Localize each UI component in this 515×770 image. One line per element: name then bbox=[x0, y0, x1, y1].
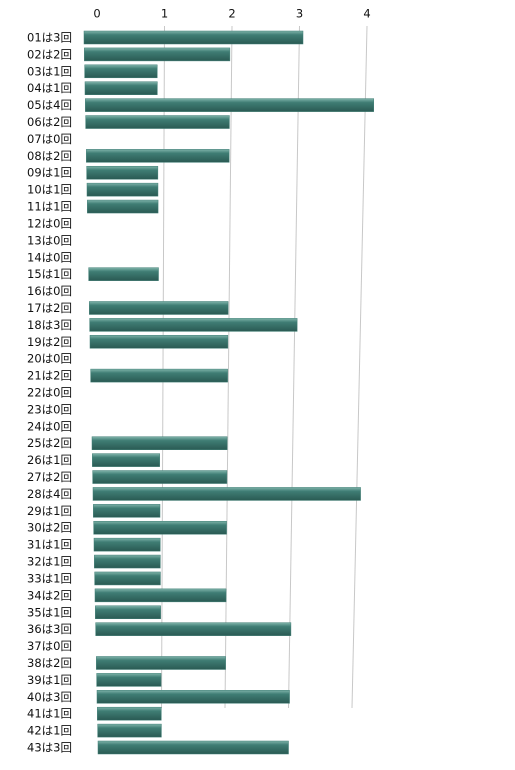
x-tick-label: 3 bbox=[296, 7, 303, 21]
y-tick-label: 11は1回 bbox=[27, 200, 72, 214]
y-tick-label: 38は2回 bbox=[27, 656, 72, 670]
bar bbox=[93, 504, 161, 518]
bar bbox=[91, 436, 228, 450]
y-tick-label: 25は2回 bbox=[27, 436, 72, 450]
y-tick-label: 15は1回 bbox=[27, 267, 72, 281]
bar bbox=[92, 487, 361, 501]
bar bbox=[97, 706, 162, 721]
bar bbox=[94, 588, 227, 603]
y-tick-label: 16は0回 bbox=[27, 284, 72, 298]
y-tick-label: 36は3回 bbox=[27, 622, 72, 636]
bar bbox=[84, 64, 158, 79]
bar bbox=[83, 30, 304, 45]
y-tick-label: 22は0回 bbox=[27, 386, 72, 400]
y-tick-label: 08は2回 bbox=[27, 149, 72, 163]
bar bbox=[89, 318, 298, 332]
bar bbox=[90, 368, 228, 383]
bar bbox=[88, 267, 159, 281]
bar bbox=[87, 199, 159, 214]
grid-line bbox=[351, 25, 368, 709]
y-tick-label: 30は2回 bbox=[27, 521, 72, 535]
y-tick-label: 28は4回 bbox=[27, 487, 72, 501]
y-tick-label: 05は4回 bbox=[27, 98, 72, 112]
y-tick-label: 24は0回 bbox=[27, 419, 72, 433]
y-tick-label: 04は1回 bbox=[27, 81, 72, 95]
y-tick-label: 39は1回 bbox=[27, 673, 72, 687]
bar bbox=[86, 182, 159, 197]
y-tick-label: 12は0回 bbox=[27, 216, 72, 230]
y-tick-label: 42は1回 bbox=[27, 724, 72, 738]
bar bbox=[94, 571, 161, 586]
y-tick-label: 31は1回 bbox=[27, 538, 72, 552]
bar bbox=[84, 47, 231, 62]
y-tick-label: 40は3回 bbox=[27, 690, 72, 704]
bar bbox=[93, 520, 227, 535]
bar bbox=[89, 301, 229, 315]
y-tick-label: 43は3回 bbox=[27, 741, 72, 755]
y-tick-label: 19は2回 bbox=[27, 335, 72, 349]
y-tick-label: 33は1回 bbox=[27, 571, 72, 585]
y-tick-label: 13は0回 bbox=[27, 233, 72, 247]
y-tick-label: 01は3回 bbox=[27, 31, 72, 45]
y-tick-label: 17は2回 bbox=[27, 301, 72, 315]
y-tick-label: 23は0回 bbox=[27, 402, 72, 416]
bar bbox=[97, 723, 162, 738]
y-tick-label: 03は1回 bbox=[27, 64, 72, 78]
bar bbox=[86, 165, 159, 180]
y-tick-label: 14は0回 bbox=[27, 250, 72, 264]
bar bbox=[92, 453, 160, 467]
y-tick-label: 20は0回 bbox=[27, 352, 72, 366]
bar bbox=[95, 622, 292, 636]
y-tick-label: 29は1回 bbox=[27, 504, 72, 518]
bar bbox=[96, 656, 226, 670]
y-tick-label: 32は1回 bbox=[27, 555, 72, 569]
y-tick-label: 27は2回 bbox=[27, 470, 72, 484]
y-tick-label: 26は1回 bbox=[27, 453, 72, 467]
bar bbox=[89, 335, 229, 349]
x-tick-label: 4 bbox=[363, 7, 370, 21]
bar bbox=[95, 605, 161, 620]
y-tick-label: 35は1回 bbox=[27, 605, 72, 619]
bar bbox=[97, 740, 289, 755]
bar bbox=[85, 115, 230, 129]
y-tick-label: 02は2回 bbox=[27, 47, 72, 61]
bar bbox=[84, 81, 158, 95]
bar bbox=[86, 149, 230, 163]
y-tick-label: 09は1回 bbox=[27, 166, 72, 180]
x-tick-label: 1 bbox=[161, 7, 168, 21]
x-tick-label: 2 bbox=[228, 7, 235, 21]
y-tick-label: 21は2回 bbox=[27, 369, 72, 383]
bar bbox=[96, 673, 162, 687]
grid-line bbox=[288, 25, 300, 709]
y-tick-label: 06は2回 bbox=[27, 115, 72, 129]
bar bbox=[94, 554, 161, 569]
y-tick-label: 07は0回 bbox=[27, 132, 72, 146]
y-tick-label: 37は0回 bbox=[27, 639, 72, 653]
y-tick-label: 34は2回 bbox=[27, 588, 72, 602]
bar bbox=[93, 537, 161, 552]
x-tick-label: 0 bbox=[93, 7, 100, 21]
y-tick-label: 10は1回 bbox=[27, 183, 72, 197]
y-tick-label: 18は3回 bbox=[27, 318, 72, 332]
y-tick-label: 41は1回 bbox=[27, 707, 72, 721]
bar bbox=[92, 470, 228, 484]
bar bbox=[96, 690, 290, 704]
bar bbox=[85, 98, 374, 112]
